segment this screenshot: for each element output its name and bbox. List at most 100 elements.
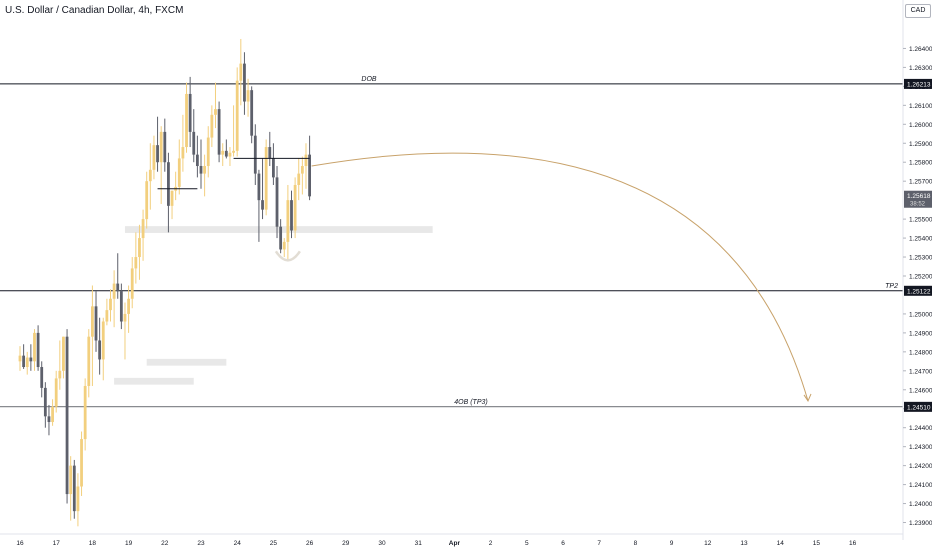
candle-20 xyxy=(87,329,91,398)
x-tick-label: 30 xyxy=(378,540,386,547)
candle-50 xyxy=(195,135,199,178)
candle-body xyxy=(18,355,22,362)
candle-body xyxy=(235,80,239,151)
candle-59 xyxy=(228,147,232,167)
y-tick-label: 1.23900 xyxy=(909,520,932,527)
candle-body xyxy=(87,336,91,386)
candle-48 xyxy=(188,76,192,148)
candle-10 xyxy=(51,399,54,426)
candle-body xyxy=(98,340,102,360)
candle-55 xyxy=(214,82,217,129)
candle-body xyxy=(181,147,185,159)
candle-69 xyxy=(264,139,268,216)
candle-body xyxy=(156,145,159,163)
candle-body xyxy=(264,147,268,210)
x-tick-label: 9 xyxy=(670,540,674,547)
level-price-box-1 xyxy=(904,78,932,89)
candle-body xyxy=(72,465,76,512)
candle-37 xyxy=(148,143,152,210)
x-tick-label: 31 xyxy=(415,540,423,547)
candle-18 xyxy=(80,431,83,496)
projection-arrow-head xyxy=(803,393,812,402)
candle-body xyxy=(29,357,33,362)
candle-body xyxy=(268,147,272,159)
y-tick-label: 1.24900 xyxy=(909,330,932,337)
candle-54 xyxy=(210,105,214,148)
candle-6 xyxy=(36,325,40,371)
candle-27 xyxy=(112,270,116,328)
candle-body xyxy=(290,200,293,231)
candle-body xyxy=(300,166,304,174)
candle-39 xyxy=(156,116,159,172)
candle-body xyxy=(145,181,149,220)
candle-body xyxy=(76,486,80,512)
candle-77 xyxy=(293,177,297,239)
y-tick-label: 1.24200 xyxy=(909,463,932,470)
candle-body xyxy=(170,190,174,206)
candle-47 xyxy=(185,82,188,153)
y-axis[interactable]: 1.264001.263001.262001.261001.260001.259… xyxy=(902,0,932,540)
x-tick-label: 2 xyxy=(489,540,493,547)
candle-body xyxy=(159,131,163,163)
levels-layer: DOB TP2 4OB (TP3) xyxy=(0,76,903,408)
candle-45 xyxy=(177,139,181,195)
candle-body xyxy=(293,184,297,231)
candle-body xyxy=(83,385,87,440)
candle-body xyxy=(203,166,207,174)
candle-40 xyxy=(159,126,163,204)
candle-body xyxy=(199,166,203,174)
currency-badge[interactable]: CAD xyxy=(905,4,931,18)
candle-body xyxy=(148,169,152,182)
candle-body xyxy=(297,173,301,185)
x-axis[interactable]: 16 17 18 19 22 23 24 25 26 29 30 31 Apr 2 5 6 7 8 9 12 13 14 1… xyxy=(0,533,903,547)
last-price-label: 1.25618 xyxy=(907,193,931,200)
x-tick-label: 29 xyxy=(342,540,350,547)
chart-title: U.S. Dollar / Canadian Dollar, 4h, FXCM xyxy=(5,5,184,16)
zone-3 xyxy=(114,377,194,385)
candle-body xyxy=(127,298,130,314)
candle-30 xyxy=(123,302,127,360)
candle-body xyxy=(43,387,47,417)
candle-38 xyxy=(152,135,156,180)
x-tick-label: 13 xyxy=(740,540,748,547)
level-price-box-2 xyxy=(904,285,932,296)
x-tick-label: 22 xyxy=(161,540,169,547)
candle-80 xyxy=(304,143,308,189)
candle-75 xyxy=(286,184,290,261)
candle-74 xyxy=(282,238,286,258)
y-tick-label: 1.24100 xyxy=(909,482,932,489)
candle-body xyxy=(130,268,134,299)
candle-57 xyxy=(221,143,225,167)
candle-body xyxy=(80,439,83,487)
candle-body xyxy=(246,90,250,102)
candle-52 xyxy=(203,154,207,197)
projection-arc xyxy=(311,152,809,402)
candle-63 xyxy=(243,52,246,115)
y-tick-label: 1.24700 xyxy=(909,368,932,375)
candle-31 xyxy=(127,285,130,333)
candle-body xyxy=(62,336,65,371)
candle-body xyxy=(152,145,156,170)
candle-56 xyxy=(217,101,221,163)
zone-1 xyxy=(124,226,433,233)
candle-body xyxy=(58,370,62,379)
x-tick-label: 23 xyxy=(197,540,205,547)
candle-body xyxy=(228,152,232,157)
level-price-label-2: 1.25122 xyxy=(907,288,931,295)
candle-68 xyxy=(261,158,264,220)
y-tick-label: 1.24400 xyxy=(909,425,932,432)
candle-body xyxy=(167,162,170,206)
candle-62 xyxy=(239,38,243,106)
y-tick-label: 1.25200 xyxy=(909,274,932,281)
candle-12 xyxy=(58,340,62,390)
zone-2 xyxy=(146,358,227,366)
last-price-box xyxy=(904,190,932,208)
candle-body xyxy=(163,131,167,163)
candle-body xyxy=(217,109,221,155)
candle-body xyxy=(304,154,308,167)
candle-61 xyxy=(235,67,239,157)
candle-body xyxy=(40,367,44,388)
candle-body xyxy=(286,200,290,242)
candle-33 xyxy=(134,232,138,284)
